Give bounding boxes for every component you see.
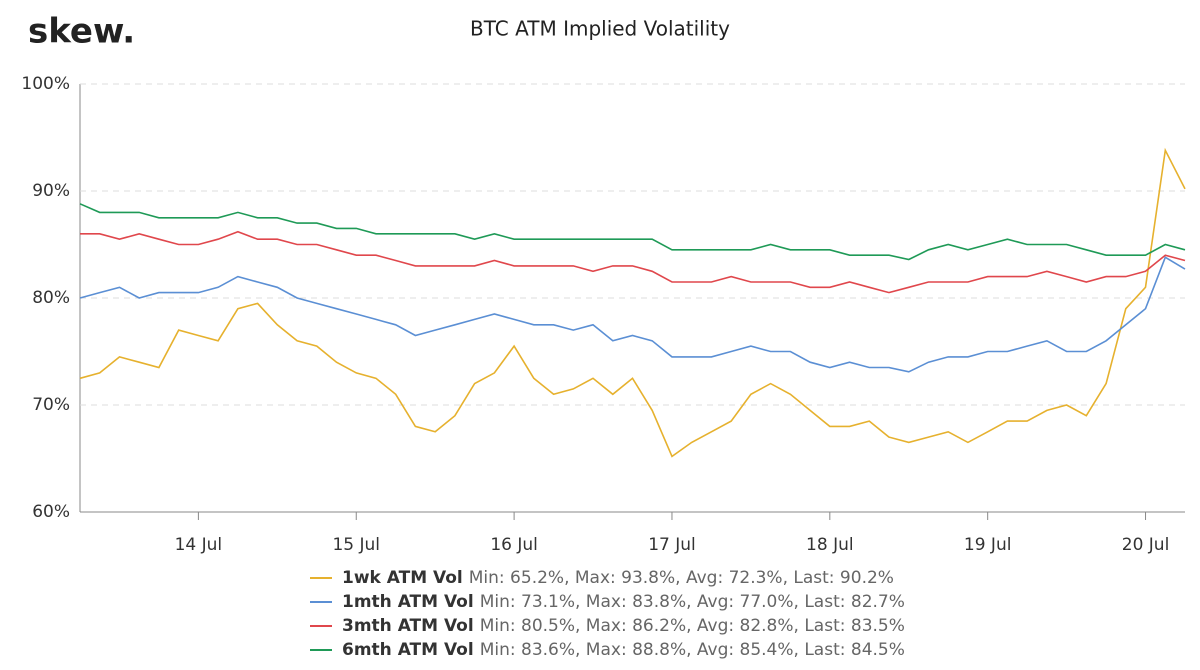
y-tick-label: 70% bbox=[32, 395, 70, 415]
legend-stats: Min: 73.1%, Max: 83.8%, Avg: 77.0%, Last… bbox=[480, 592, 905, 612]
chart-title: BTC ATM Implied Volatility bbox=[470, 17, 730, 41]
x-tick-label: 15 Jul bbox=[332, 535, 380, 555]
series-line bbox=[79, 203, 1186, 261]
legend-name: 1mth ATM Vol bbox=[342, 592, 474, 612]
legend-stats: Min: 80.5%, Max: 86.2%, Avg: 82.8%, Last… bbox=[480, 616, 905, 636]
x-tick-label: 20 Jul bbox=[1122, 535, 1170, 555]
y-tick-label: 90% bbox=[32, 181, 70, 201]
x-tick-label: 18 Jul bbox=[806, 535, 854, 555]
y-tick-label: 80% bbox=[32, 288, 70, 308]
series-line bbox=[80, 230, 1186, 294]
logo: skew. bbox=[28, 12, 135, 52]
x-tick-label: 16 Jul bbox=[490, 535, 538, 555]
series-line bbox=[79, 256, 1186, 373]
legend-stats: Min: 83.6%, Max: 88.8%, Avg: 85.4%, Last… bbox=[480, 640, 905, 660]
legend-name: 3mth ATM Vol bbox=[342, 616, 474, 636]
y-tick-label: 60% bbox=[32, 502, 70, 522]
x-tick-label: 14 Jul bbox=[175, 535, 223, 555]
legend-stats: Min: 65.2%, Max: 93.8%, Avg: 72.3%, Last… bbox=[469, 568, 894, 588]
series-line bbox=[79, 147, 1186, 458]
x-tick-label: 19 Jul bbox=[964, 535, 1012, 555]
legend-name: 1wk ATM Vol bbox=[342, 568, 463, 588]
legend-name: 6mth ATM Vol bbox=[342, 640, 474, 660]
x-tick-label: 17 Jul bbox=[648, 535, 696, 555]
y-tick-label: 100% bbox=[21, 74, 70, 94]
